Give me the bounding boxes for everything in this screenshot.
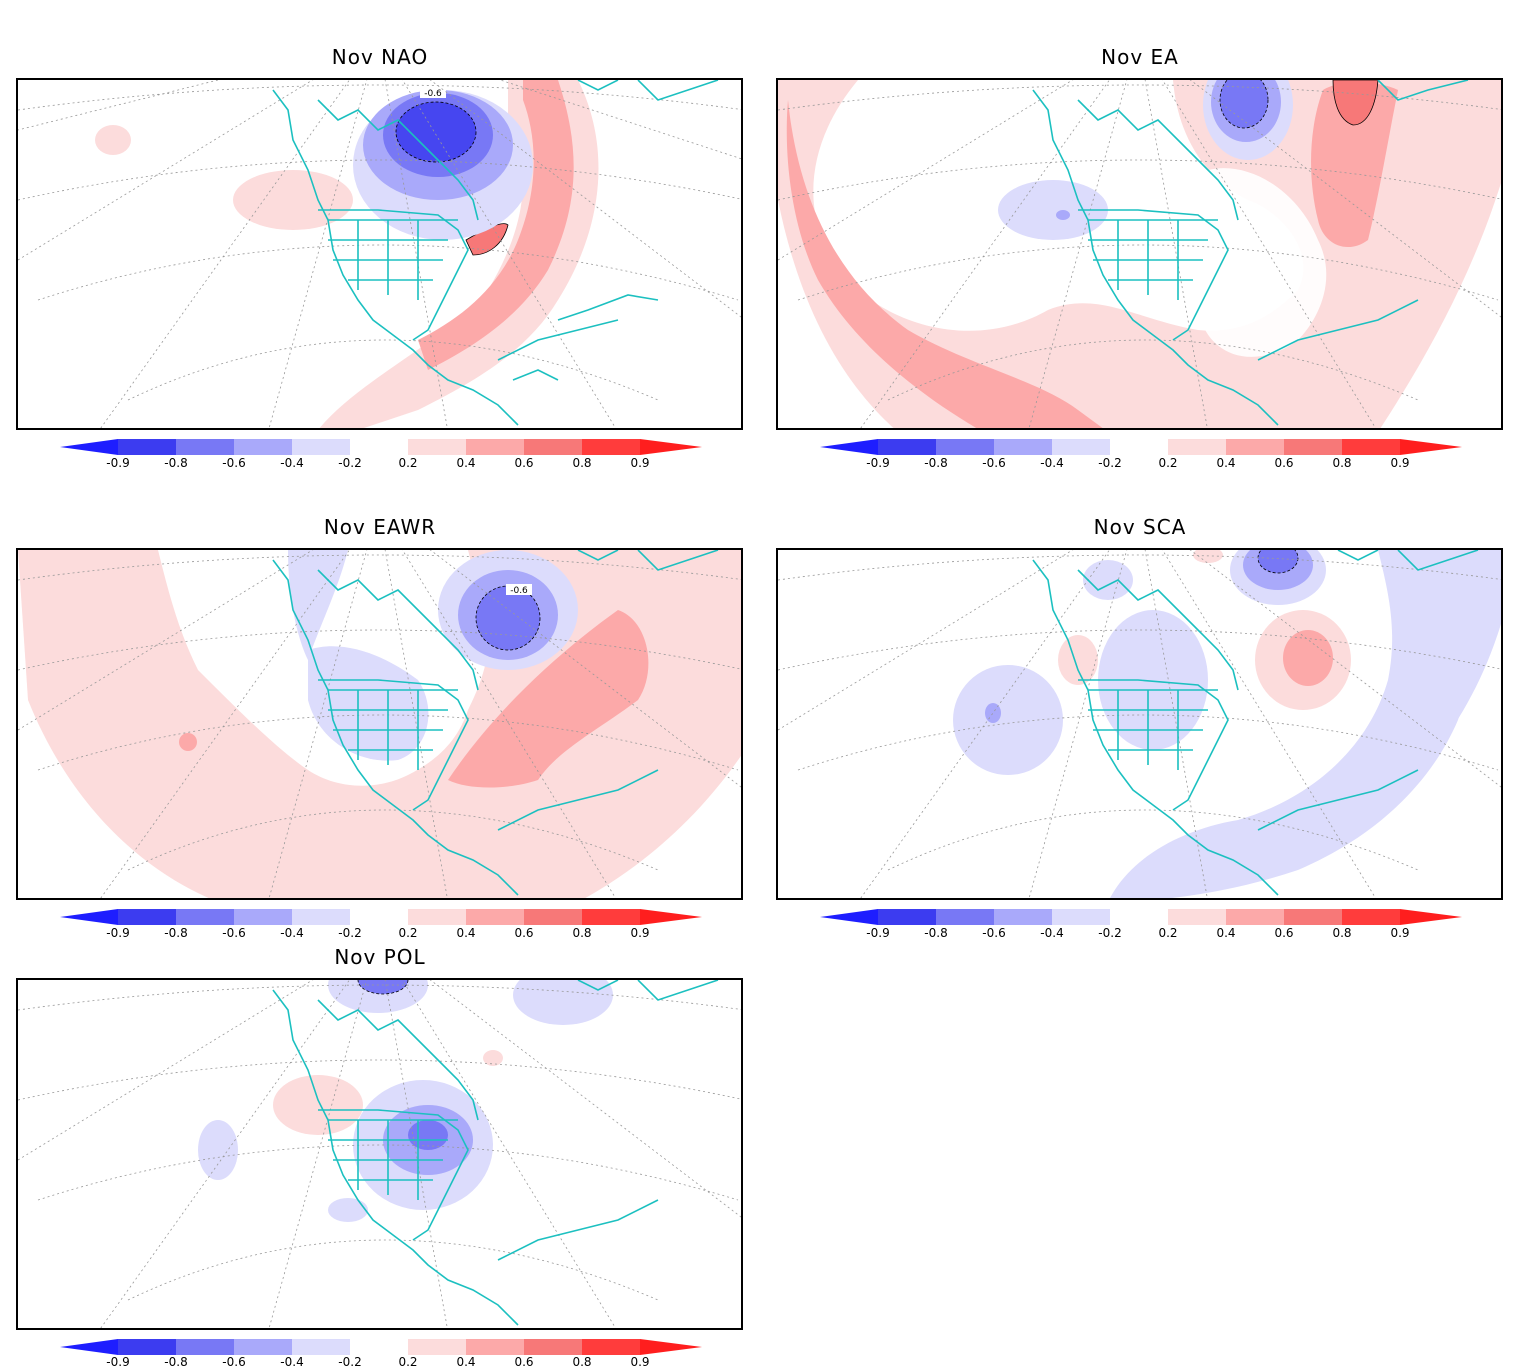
- anomaly-fill: [198, 980, 613, 1222]
- colorbar-ea: [820, 439, 1462, 455]
- cb-label: 0.2: [398, 456, 418, 470]
- cb-label: 0.2: [398, 1355, 418, 1369]
- grid-lines: [18, 550, 741, 898]
- panel-title-nao: Nov NAO: [331, 45, 429, 69]
- grid-lines: [778, 80, 1501, 428]
- cb-label: 0.4: [456, 1355, 476, 1369]
- cb-label: -0.9: [106, 1355, 130, 1369]
- panel-title-pol: Nov POL: [334, 945, 426, 969]
- cb-label: -0.9: [106, 456, 130, 470]
- grid-lines: [778, 550, 1501, 898]
- cb-label: 0.6: [1274, 926, 1294, 940]
- contour-label-eawr: -0.6: [510, 586, 528, 596]
- cb-label: 0.9: [630, 926, 650, 940]
- cb-label: -0.2: [338, 456, 362, 470]
- cb-label: -0.4: [280, 926, 304, 940]
- cb-label: 0.4: [1216, 926, 1236, 940]
- panel-title-ea: Nov EA: [1101, 45, 1179, 69]
- anomaly-fill: -0.6: [18, 550, 741, 898]
- cb-label: -0.9: [106, 926, 130, 940]
- cb-label: 0.9: [1390, 926, 1410, 940]
- colorbar-eawr: [60, 909, 702, 925]
- cb-label: 0.2: [1158, 926, 1178, 940]
- cb-label: -0.4: [280, 456, 304, 470]
- map-eawr: -0.6: [16, 548, 743, 900]
- cb-label: 0.8: [1332, 926, 1352, 940]
- map-eawr-svg: -0.6: [18, 550, 741, 898]
- cb-label: -0.9: [866, 456, 890, 470]
- cb-label: -0.6: [982, 456, 1006, 470]
- cb-label: 0.6: [1274, 456, 1294, 470]
- map-sca: [776, 548, 1503, 900]
- cb-label: -0.4: [1040, 456, 1064, 470]
- cb-label: -0.8: [924, 926, 948, 940]
- panel-title-sca: Nov SCA: [1093, 515, 1187, 539]
- cb-label: 0.8: [1332, 456, 1352, 470]
- coastlines: [272, 550, 719, 896]
- colorbar-sca: [820, 909, 1462, 925]
- map-sca-svg: [778, 550, 1501, 898]
- cb-label: -0.8: [164, 1355, 188, 1369]
- contour-label-nao: -0.6: [424, 89, 442, 99]
- coastlines: [272, 980, 719, 1326]
- cb-label: -0.2: [1098, 456, 1122, 470]
- grid-lines: [18, 980, 741, 1328]
- panel-title-eawr: Nov EAWR: [323, 515, 437, 539]
- cb-label: -0.4: [1040, 926, 1064, 940]
- cb-label: 0.2: [1158, 456, 1178, 470]
- cb-label: 0.8: [572, 1355, 592, 1369]
- cb-label: 0.4: [456, 926, 476, 940]
- map-ea: [776, 78, 1503, 430]
- cb-label: 0.6: [514, 926, 534, 940]
- cb-label: -0.2: [1098, 926, 1122, 940]
- cb-label: 0.8: [572, 926, 592, 940]
- anomaly-fill: [778, 80, 1501, 428]
- cb-label: -0.6: [982, 926, 1006, 940]
- cb-label: 0.9: [1390, 456, 1410, 470]
- cb-label: 0.2: [398, 926, 418, 940]
- cb-label: -0.4: [280, 1355, 304, 1369]
- map-nao-svg: -0.6: [18, 80, 741, 428]
- colorbar-pol: [60, 1339, 702, 1355]
- cb-label: -0.6: [222, 1355, 246, 1369]
- cb-label: 0.4: [1216, 456, 1236, 470]
- cb-label: 0.9: [630, 1355, 650, 1369]
- anomaly-fill: -0.6: [95, 80, 599, 428]
- map-pol: [16, 978, 743, 1330]
- cb-label: -0.8: [164, 926, 188, 940]
- cb-label: 0.9: [630, 456, 650, 470]
- cb-label: -0.9: [866, 926, 890, 940]
- grid-lines: [18, 80, 741, 428]
- cb-label: -0.6: [222, 926, 246, 940]
- cb-label: -0.6: [222, 456, 246, 470]
- colorbar-nao: [60, 439, 702, 455]
- cb-label: 0.6: [514, 456, 534, 470]
- map-nao: -0.6: [16, 78, 743, 430]
- cb-label: -0.2: [338, 1355, 362, 1369]
- map-pol-svg: [18, 980, 741, 1328]
- cb-label: -0.8: [924, 456, 948, 470]
- coastlines: [1032, 80, 1469, 426]
- anomaly-fill: [953, 550, 1501, 898]
- cb-label: 0.6: [514, 1355, 534, 1369]
- coastlines: [1032, 550, 1479, 896]
- cb-label: 0.8: [572, 456, 592, 470]
- coastlines: [272, 80, 719, 426]
- map-ea-svg: [778, 80, 1501, 428]
- cb-label: -0.2: [338, 926, 362, 940]
- cb-label: 0.4: [456, 456, 476, 470]
- cb-label: -0.8: [164, 456, 188, 470]
